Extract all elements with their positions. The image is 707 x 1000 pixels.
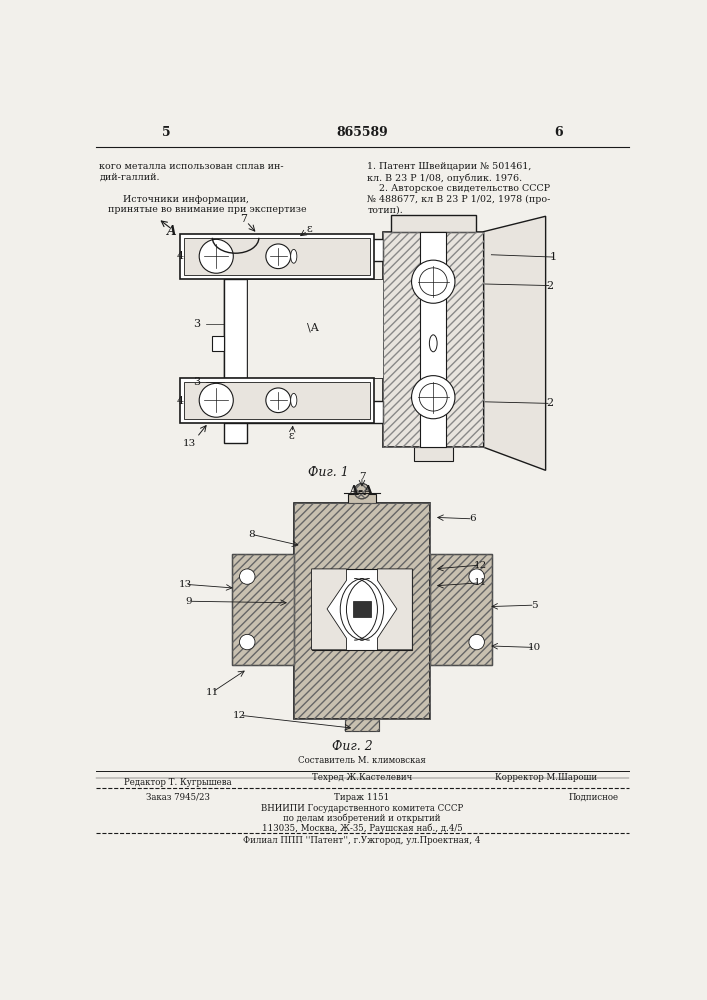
Text: 5: 5 — [162, 126, 170, 139]
Polygon shape — [312, 569, 346, 650]
Bar — [345, 719, 379, 731]
Text: 1. Патент Швейцарии № 501461,: 1. Патент Швейцарии № 501461, — [368, 162, 532, 171]
Text: Фиг. 1: Фиг. 1 — [308, 466, 349, 480]
Text: 2. Авторское свидетельство СССР: 2. Авторское свидетельство СССР — [368, 184, 551, 193]
Bar — [353, 601, 371, 617]
Bar — [184, 382, 370, 419]
Bar — [430, 554, 492, 665]
Polygon shape — [484, 216, 546, 470]
Text: по делам изобретений и открытий: по делам изобретений и открытий — [284, 814, 440, 823]
Bar — [430, 554, 492, 665]
Bar — [247, 279, 383, 378]
Circle shape — [419, 268, 448, 296]
Text: 4: 4 — [176, 396, 183, 406]
Text: 8: 8 — [248, 530, 255, 539]
Bar — [184, 238, 370, 275]
Text: 1: 1 — [550, 252, 557, 262]
Bar — [348, 494, 376, 503]
Circle shape — [411, 260, 455, 303]
Polygon shape — [378, 569, 412, 650]
Bar — [420, 232, 446, 447]
Bar — [224, 239, 247, 443]
Text: 3: 3 — [193, 377, 201, 387]
Circle shape — [411, 376, 455, 419]
Text: A: A — [167, 225, 177, 238]
Circle shape — [266, 388, 291, 413]
Text: 7: 7 — [358, 472, 366, 481]
Ellipse shape — [291, 249, 297, 263]
Bar — [391, 215, 476, 232]
Text: Фиг. 2: Фиг. 2 — [332, 740, 373, 753]
Text: 10: 10 — [528, 643, 542, 652]
Circle shape — [199, 383, 233, 417]
Text: 13: 13 — [182, 439, 196, 448]
Text: Заказ 7945/23: Заказ 7945/23 — [146, 793, 211, 802]
Text: 13: 13 — [179, 580, 192, 589]
Text: Редактор Т. Кугрышева: Редактор Т. Кугрышева — [124, 778, 231, 787]
Circle shape — [240, 634, 255, 650]
Text: 6: 6 — [554, 126, 563, 139]
Text: 3: 3 — [193, 319, 201, 329]
Text: Тираж 1151: Тираж 1151 — [334, 793, 390, 802]
Circle shape — [469, 569, 484, 584]
Bar — [232, 554, 293, 665]
Ellipse shape — [291, 393, 297, 407]
Bar — [383, 232, 484, 447]
Bar — [293, 503, 430, 719]
Text: 113035, Москва, Ж-35, Раушская наб., д.4/5: 113035, Москва, Ж-35, Раушская наб., д.4… — [262, 824, 462, 833]
Circle shape — [419, 383, 448, 411]
Bar — [293, 503, 430, 719]
Text: ε: ε — [288, 431, 294, 441]
Text: принятые во внимание при экспертизе: принятые во внимание при экспертизе — [99, 205, 307, 214]
Text: 11: 11 — [206, 688, 219, 697]
Bar — [180, 378, 373, 423]
Text: Подписное: Подписное — [569, 793, 619, 802]
Circle shape — [354, 483, 370, 499]
Text: 7: 7 — [240, 214, 247, 224]
Text: 12: 12 — [233, 711, 246, 720]
Text: дий-галлий.: дий-галлий. — [99, 173, 160, 182]
Text: ε: ε — [306, 224, 312, 234]
Text: \A: \A — [308, 323, 319, 333]
Text: 12: 12 — [474, 561, 487, 570]
Text: 4: 4 — [176, 251, 183, 261]
Text: кл. В 23 Р 1/08, опублик. 1976.: кл. В 23 Р 1/08, опублик. 1976. — [368, 173, 522, 183]
Circle shape — [240, 569, 255, 584]
Text: 11: 11 — [474, 578, 487, 587]
Text: Техред Ж.Кастелевич: Техред Ж.Кастелевич — [312, 773, 412, 782]
Text: 5: 5 — [532, 601, 538, 610]
Bar — [383, 232, 484, 447]
Text: 2: 2 — [546, 398, 553, 408]
Text: Филиал ППП ''Патент'', г.Ужгород, ул.Проектная, 4: Филиал ППП ''Патент'', г.Ужгород, ул.Про… — [243, 836, 481, 845]
Bar — [212, 336, 224, 351]
Circle shape — [266, 244, 291, 269]
Bar — [414, 447, 452, 461]
Text: Корректор М.Шароши: Корректор М.Шароши — [495, 773, 597, 782]
Text: № 488677, кл В 23 Р 1/02, 1978 (про-: № 488677, кл В 23 Р 1/02, 1978 (про- — [368, 195, 551, 204]
Bar — [224, 279, 247, 378]
Text: 865589: 865589 — [336, 126, 388, 139]
Bar — [312, 569, 412, 650]
Text: 6: 6 — [469, 514, 476, 523]
Circle shape — [199, 239, 233, 273]
Bar — [180, 234, 373, 279]
Text: 9: 9 — [186, 597, 192, 606]
Text: Источники информации,: Источники информации, — [99, 195, 250, 204]
Text: ВНИИПИ Государственного комитета СССР: ВНИИПИ Государственного комитета СССР — [261, 804, 463, 813]
Circle shape — [469, 634, 484, 650]
Ellipse shape — [429, 335, 437, 352]
Bar — [224, 401, 383, 423]
Bar — [345, 719, 379, 731]
Bar — [232, 554, 293, 665]
Bar — [224, 239, 383, 261]
Text: 2: 2 — [546, 281, 553, 291]
Text: кого металла использован сплав ин-: кого металла использован сплав ин- — [99, 162, 284, 171]
Text: А-А: А-А — [349, 485, 375, 498]
Text: Составитель М. климовская: Составитель М. климовская — [298, 756, 426, 765]
Text: тотип).: тотип). — [368, 205, 403, 214]
